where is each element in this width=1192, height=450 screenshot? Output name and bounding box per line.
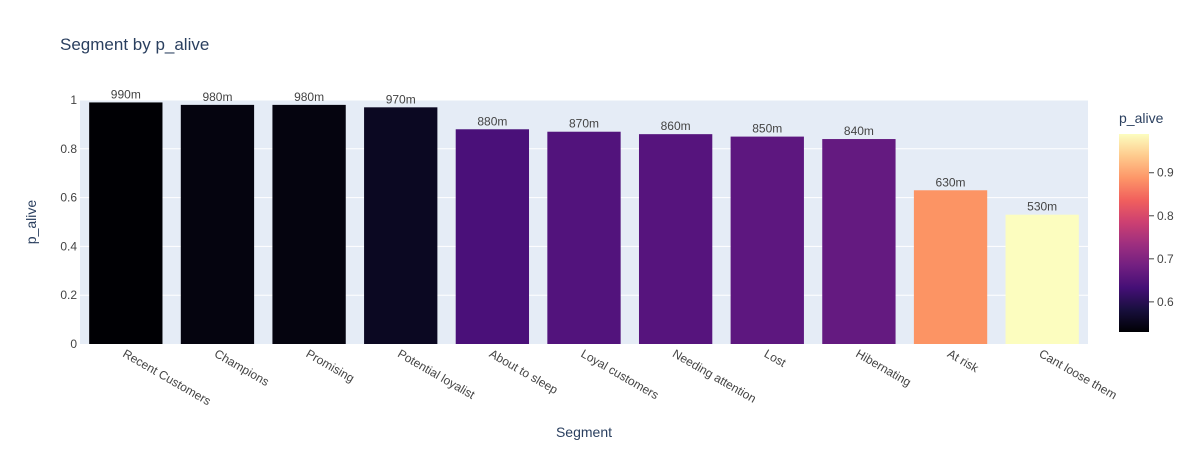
x-tick-label: About to sleep [487,346,561,397]
x-axis-label: Segment [556,424,612,440]
bar [455,129,530,344]
y-tick-label: 0 [70,337,77,351]
colorbar-tick-label: 0.7 [1157,252,1174,266]
bar [89,102,163,344]
bar-value-label: 990m [111,87,141,101]
bars [89,102,1079,344]
bar [364,107,438,344]
y-axis-label: p_alive [23,200,39,245]
x-tick-label: Champions [212,346,272,388]
x-tick-label: Loyal customers [579,346,662,402]
y-tick-label: 0.2 [60,288,77,302]
x-tick-label: Cant loose them [1037,346,1120,402]
colorbar-gradient [1119,134,1149,332]
x-tick-label: Recent Customers [120,346,213,408]
bar [272,104,346,344]
y-axis-ticks: 0 0.2 0.4 0.6 0.8 1 [60,93,77,351]
x-tick-label: At risk [945,346,982,375]
y-tick-label: 0.6 [60,191,77,205]
bar [180,104,255,344]
colorbar-title: p_alive [1119,110,1164,126]
bar-value-label: 860m [661,119,691,133]
bar-value-label: 530m [1027,200,1057,214]
bar-value-labels: 990m 980m 980m 970m 880m 870m 860m 850m 840m 630m… [111,87,1057,213]
bar-value-label: 880m [477,114,507,128]
colorbar-tick-label: 0.8 [1157,209,1174,223]
bar-value-label: 970m [386,92,416,106]
bar [638,134,713,344]
bar-value-label: 980m [294,90,324,104]
bar-value-label: 630m [936,175,966,189]
bar [913,190,988,344]
y-tick-label: 1 [70,93,77,107]
bar [1005,214,1079,344]
x-tick-label: Potential loyalist [395,346,478,402]
bar [547,131,621,344]
colorbar-tick-label: 0.9 [1157,166,1174,180]
x-tick-label: Needing attention [670,346,758,405]
bar [730,136,804,344]
chart-title: Segment by p_alive [60,35,209,54]
bar-value-label: 840m [844,124,874,138]
bar-value-label: 980m [202,90,232,104]
bar-value-label: 870m [569,117,599,131]
bar [822,139,896,344]
colorbar: p_alive 0.6 0.7 0.8 0.9 [1119,110,1174,332]
colorbar-tick-label: 0.6 [1157,295,1174,309]
bar-value-label: 850m [752,122,782,136]
x-tick-label: Promising [304,346,357,385]
y-tick-label: 0.8 [60,142,77,156]
x-tick-label: Hibernating [853,346,913,389]
y-tick-label: 0.4 [60,239,77,253]
x-tick-label: Lost [762,346,789,370]
